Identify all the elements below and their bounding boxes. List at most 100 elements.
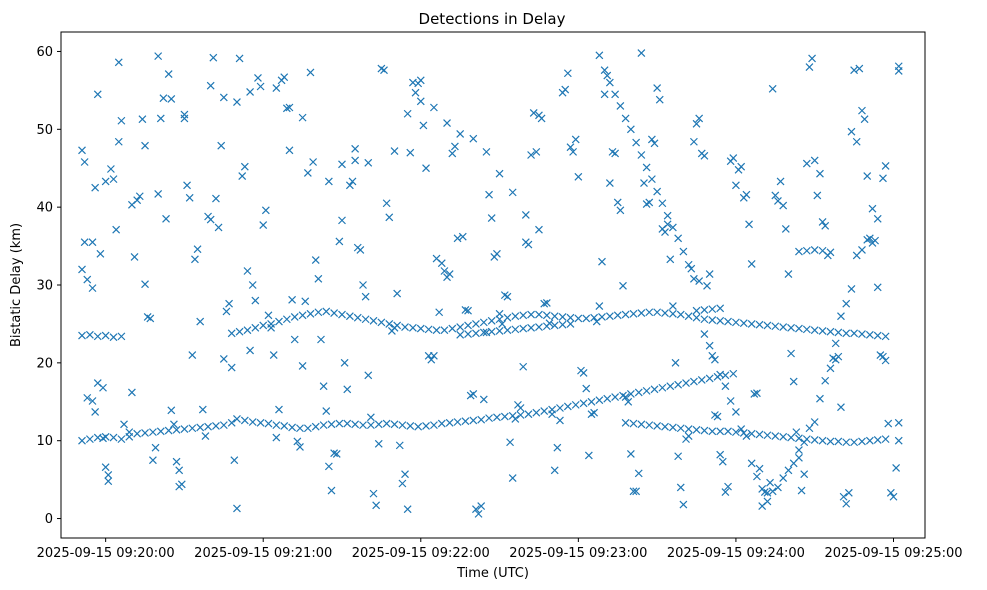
data-point xyxy=(566,143,575,152)
data-point xyxy=(91,407,100,416)
data-point xyxy=(435,308,444,317)
track-point xyxy=(682,379,690,388)
data-point xyxy=(548,410,557,419)
data-point xyxy=(390,323,399,332)
data-point xyxy=(542,298,551,307)
data-point xyxy=(338,216,346,225)
data-point xyxy=(768,84,777,93)
track-point xyxy=(668,309,677,318)
track-point xyxy=(566,313,575,322)
data-point xyxy=(212,194,220,203)
data-point xyxy=(419,121,428,130)
data-point xyxy=(288,295,297,304)
track-point xyxy=(78,436,86,445)
data-point xyxy=(511,414,520,423)
data-point xyxy=(684,260,693,269)
data-point xyxy=(183,181,191,190)
data-point xyxy=(188,351,197,359)
track-point xyxy=(85,330,94,339)
track-point xyxy=(306,309,315,318)
track-point xyxy=(613,311,622,320)
y-tick-label: 40 xyxy=(36,201,53,216)
data-point xyxy=(327,486,336,495)
data-point xyxy=(290,335,299,344)
data-point xyxy=(437,259,446,268)
data-point xyxy=(805,63,814,71)
data-point xyxy=(217,141,226,150)
data-point xyxy=(230,456,239,465)
track-point xyxy=(716,304,725,313)
track-point xyxy=(558,320,567,329)
track-point xyxy=(729,369,738,378)
data-point xyxy=(364,158,373,167)
track-point xyxy=(542,311,551,320)
data-point xyxy=(873,283,882,292)
data-point xyxy=(127,200,136,209)
track-point xyxy=(708,427,717,436)
data-point xyxy=(892,464,901,472)
data-point xyxy=(127,388,136,397)
track-point xyxy=(873,435,882,444)
data-point xyxy=(219,93,228,102)
data-point xyxy=(553,443,562,452)
data-point xyxy=(784,466,793,475)
track-point xyxy=(319,421,328,430)
data-point xyxy=(91,183,100,192)
data-point xyxy=(298,113,307,122)
data-point xyxy=(282,104,291,113)
data-point xyxy=(689,137,698,146)
data-point xyxy=(718,457,727,466)
track-point xyxy=(689,377,698,386)
data-point xyxy=(776,177,785,186)
data-point xyxy=(482,147,491,156)
data-point xyxy=(201,432,210,440)
data-point xyxy=(401,470,409,479)
data-point xyxy=(671,358,680,367)
data-point xyxy=(440,267,449,275)
data-point xyxy=(366,413,375,422)
data-point xyxy=(209,53,218,62)
data-point xyxy=(569,147,578,156)
data-point xyxy=(101,177,110,186)
data-point xyxy=(621,114,630,123)
data-point xyxy=(629,487,638,496)
data-point xyxy=(831,339,840,348)
track-point xyxy=(414,422,423,431)
data-point xyxy=(666,255,675,264)
track-point xyxy=(661,422,669,431)
data-point xyxy=(106,165,115,173)
track-point xyxy=(290,312,299,321)
track-point xyxy=(708,316,717,324)
data-point xyxy=(753,389,761,398)
x-tick-label: 2025-09-15 09:24:00 xyxy=(667,546,805,561)
data-point xyxy=(837,312,845,321)
data-point xyxy=(674,234,683,243)
track-point xyxy=(180,425,189,433)
track-point xyxy=(503,313,512,322)
y-axis-ticks: 0 10 20 30 40 50 60 xyxy=(36,45,61,527)
track-point xyxy=(109,433,118,442)
data-point xyxy=(716,450,725,459)
track-point xyxy=(684,425,693,433)
track-point xyxy=(563,402,572,411)
data-point xyxy=(88,284,97,293)
data-point xyxy=(653,84,662,92)
data-point xyxy=(180,110,189,119)
data-point xyxy=(810,156,819,165)
data-point xyxy=(177,480,186,489)
data-point xyxy=(469,134,478,143)
track-point xyxy=(653,308,662,317)
track-point xyxy=(479,318,488,327)
track-point xyxy=(642,386,651,395)
data-point xyxy=(306,68,315,77)
data-point xyxy=(600,90,609,99)
data-point xyxy=(797,486,806,495)
track-point xyxy=(818,327,827,335)
data-point xyxy=(847,284,856,293)
data-point xyxy=(527,151,536,159)
data-point xyxy=(821,376,830,385)
data-point xyxy=(340,358,349,367)
track-point xyxy=(731,428,740,437)
data-point xyxy=(750,390,759,398)
data-point xyxy=(343,385,352,394)
